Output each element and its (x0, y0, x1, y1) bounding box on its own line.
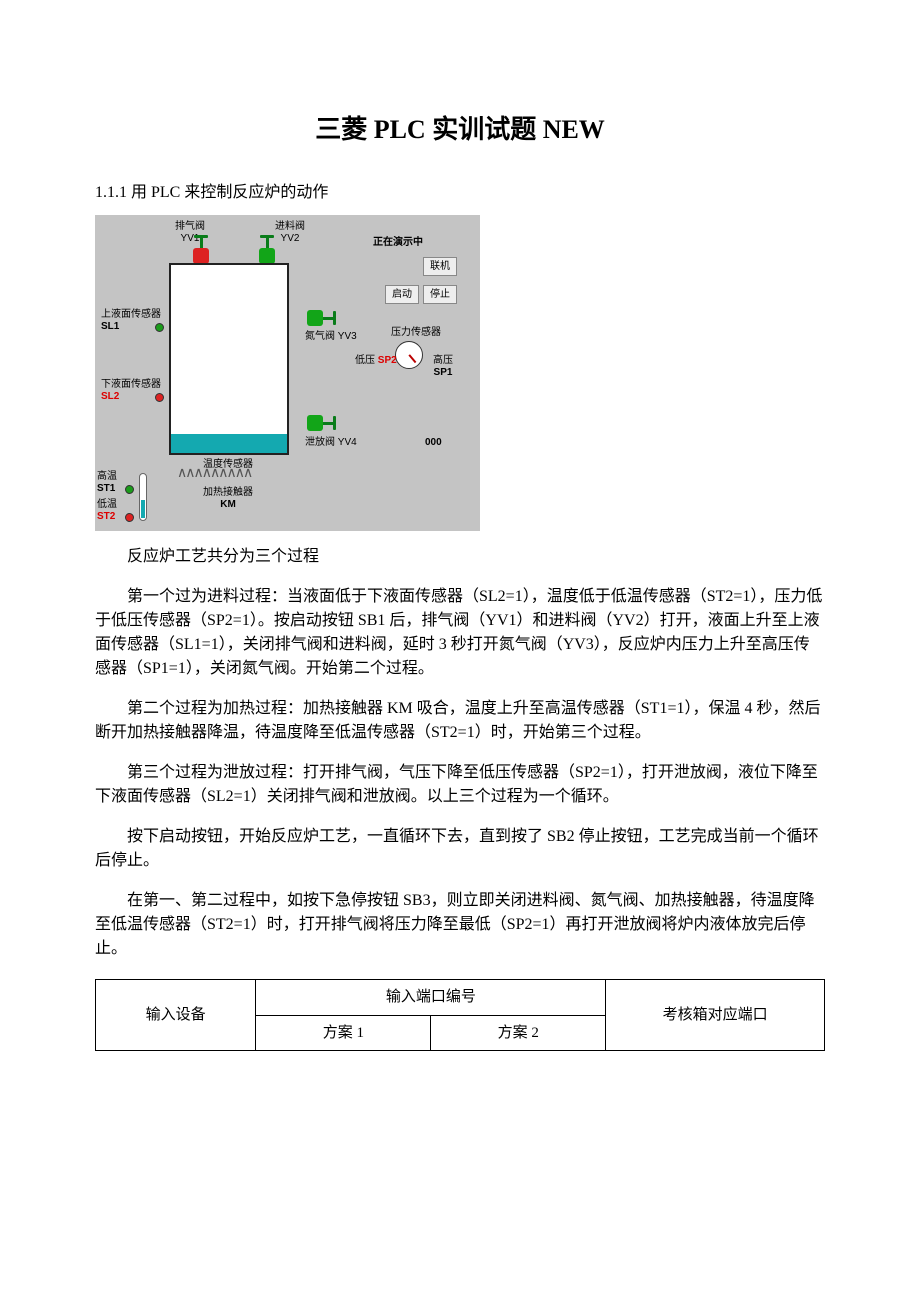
online-button[interactable]: 联机 (423, 257, 457, 276)
paragraph-3: 第三个过程为泄放过程：打开排气阀，气压下降至低压传感器（SP2=1），打开泄放阀… (95, 761, 825, 809)
paragraph-2: 第二个过程为加热过程：加热接触器 KM 吸合，温度上升至高温传感器（ST1=1）… (95, 697, 825, 745)
reactor-diagram: 排气阀 YV1 进料阀 YV2 正在演示中 联机 启动 停止 上液面传感器 SL… (95, 215, 480, 531)
temp-sensor-label: 温度传感器 (203, 459, 253, 471)
low-pressure-label: 低压 SP2 (355, 355, 397, 367)
pressure-gauge-icon (395, 341, 423, 369)
high-temp-dot (125, 485, 134, 494)
page-title: 三菱 PLC 实训试题 NEW (95, 110, 825, 149)
th-port-number: 输入端口编号 (256, 980, 606, 1016)
paragraph-5: 在第一、第二过程中，如按下急停按钮 SB3，则立即关闭进料阀、氮气阀、加热接触器… (95, 889, 825, 961)
drain-label: 泄放阀 YV4 (305, 437, 357, 449)
high-temp-label: 高温 ST1 (97, 471, 117, 495)
lower-level-dot (155, 393, 164, 402)
nitrogen-label: 氮气阀 YV3 (305, 331, 357, 343)
th-plan1: 方案 1 (256, 1015, 431, 1051)
io-table: 输入设备 输入端口编号 考核箱对应端口 方案 1 方案 2 (95, 979, 825, 1051)
feed-valve-icon (259, 235, 275, 264)
nitrogen-valve-icon (307, 310, 336, 326)
upper-level-dot (155, 323, 164, 332)
low-temp-dot (125, 513, 134, 522)
th-box-port: 考核箱对应端口 (606, 980, 825, 1051)
drain-valve-icon (307, 415, 336, 431)
reaction-tank (169, 263, 289, 455)
tank-liquid (171, 434, 287, 453)
feed-valve-label: 进料阀 YV2 (275, 221, 305, 245)
paragraph-4: 按下启动按钮，开始反应炉工艺，一直循环下去，直到按了 SB2 停止按钮，工艺完成… (95, 825, 825, 873)
th-plan2: 方案 2 (431, 1015, 606, 1051)
counter-label: 000 (425, 437, 442, 449)
intro-line: 反应炉工艺共分为三个过程 (95, 545, 825, 569)
exhaust-valve-icon (193, 235, 209, 264)
demo-label: 正在演示中 (373, 237, 423, 249)
km-label: 加热接触器 KM (203, 487, 253, 511)
start-button[interactable]: 启动 (385, 285, 419, 304)
table-row: 输入设备 输入端口编号 考核箱对应端口 (96, 980, 825, 1016)
section-heading: 1.1.1 用 PLC 来控制反应炉的动作 (95, 181, 825, 205)
upper-level-label: 上液面传感器 SL1 (101, 309, 161, 333)
high-pressure-label: 高压SP1 (433, 355, 453, 379)
low-temp-label: 低温 ST2 (97, 499, 117, 523)
lower-level-label: 下液面传感器 SL2 (101, 379, 161, 403)
paragraph-1: 第一个过为进料过程：当液面低于下液面传感器（SL2=1），温度低于低温传感器（S… (95, 585, 825, 681)
thermometer-icon (139, 473, 147, 521)
th-input-device: 输入设备 (96, 980, 256, 1051)
pressure-sensor-label: 压力传感器 (391, 327, 441, 339)
stop-button[interactable]: 停止 (423, 285, 457, 304)
